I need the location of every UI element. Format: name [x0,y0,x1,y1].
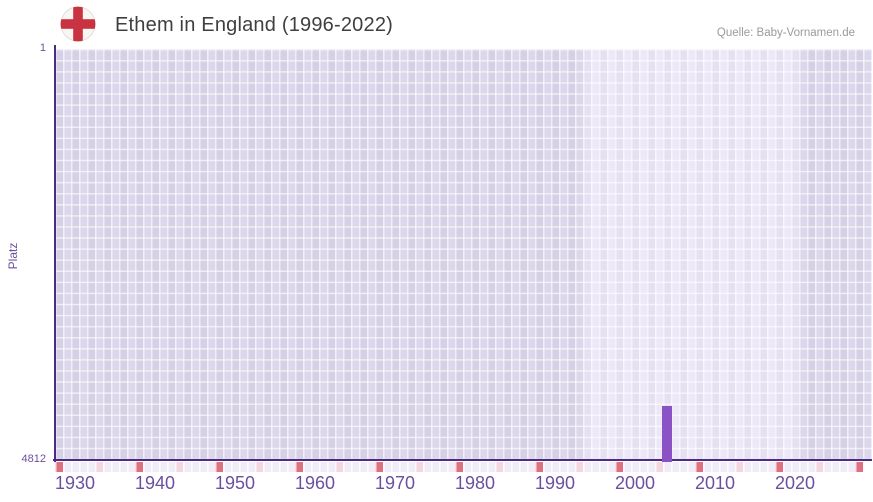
y-tick-top: 1 [39,42,46,54]
england-flag-icon [60,6,96,42]
source-attribution: Quelle: Baby-Vornamen.de [716,27,855,39]
strip-grid-lines [55,462,864,472]
plot-area [53,45,872,462]
x-tick-1960: 1960 [295,473,336,493]
x-axis-labels: 1930 1940 1950 1960 1970 1980 1990 2000 2010 2020 [55,471,873,497]
x-tick-1930: 1930 [55,473,96,493]
y-axis-title: Platz [6,242,20,270]
x-tick-1990: 1990 [535,473,576,493]
x-tick-2010: 2010 [695,473,736,493]
timeline-marker-strip [55,462,864,472]
y-axis-line [54,45,56,462]
y-tick-bottom: 4812 [21,453,46,465]
rank-bar-2006[interactable] [662,406,672,462]
x-tick-1970: 1970 [375,473,416,493]
x-tick-2000: 2000 [615,473,656,493]
x-tick-1940: 1940 [135,473,176,493]
x-tick-1950: 1950 [215,473,256,493]
grid-lines [55,49,872,460]
x-axis-line [53,458,872,461]
x-tick-1980: 1980 [455,473,496,493]
chart-title: Ethem in England (1996-2022) [115,14,394,36]
x-tick-2020: 2020 [775,473,816,493]
